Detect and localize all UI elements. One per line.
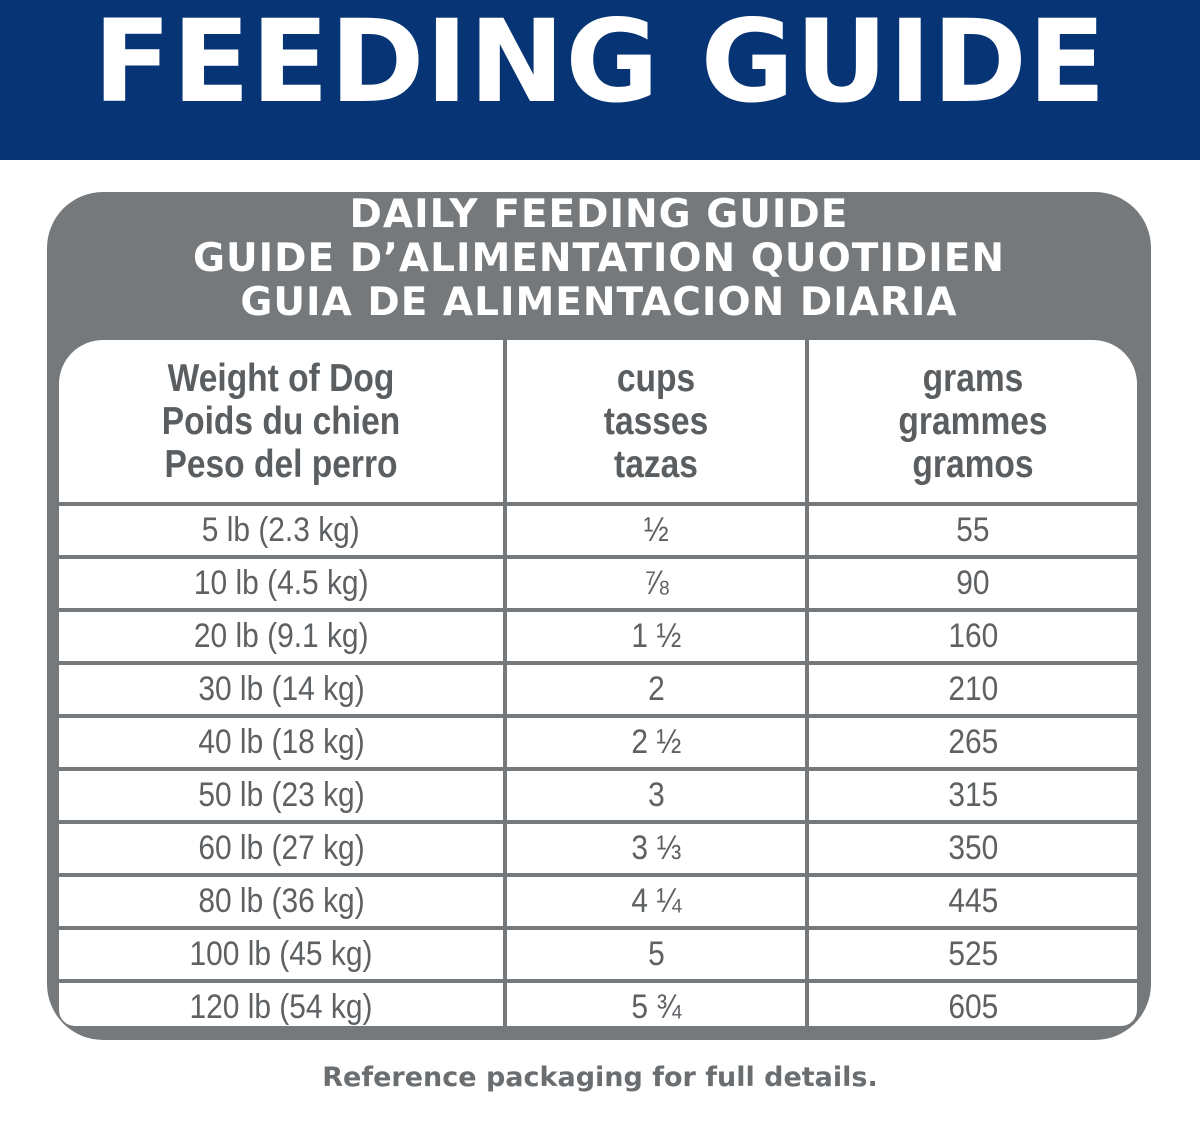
header-cups: cups tasses tazas: [507, 340, 805, 502]
cups-value: 3: [647, 776, 665, 814]
weight-value: 30 lb (14 kg): [197, 670, 365, 708]
cell-weight: 20 lb (9.1 kg): [59, 612, 503, 661]
table-row: 5 lb (2.3 kg) ½ 55: [59, 506, 1137, 555]
grams-value: 55: [956, 511, 990, 549]
table-row: 30 lb (14 kg) 2 210: [59, 665, 1137, 714]
header-weight-en: Weight of Dog: [167, 356, 395, 400]
cell-weight: 60 lb (27 kg): [59, 824, 503, 873]
cell-cups: ½: [507, 506, 805, 555]
cell-cups: 1 ½: [507, 612, 805, 661]
cell-weight: 30 lb (14 kg): [59, 665, 503, 714]
cell-weight: 5 lb (2.3 kg): [59, 506, 503, 555]
weight-value: 50 lb (23 kg): [197, 776, 365, 814]
grams-value: 265: [948, 723, 998, 761]
table-row: 20 lb (9.1 kg) 1 ½ 160: [59, 612, 1137, 661]
cups-value: ⅞: [643, 564, 669, 602]
grams-value: 350: [948, 829, 998, 867]
weight-value: 100 lb (45 kg): [189, 935, 373, 973]
weight-value: 60 lb (27 kg): [197, 829, 365, 867]
cups-value: 1 ½: [631, 617, 681, 655]
cups-value: ½: [643, 511, 669, 549]
header-weight-es: Peso del perro: [164, 442, 398, 486]
title-banner: FEEDING GUIDE: [0, 0, 1200, 160]
table-row: 120 lb (54 kg) 5 ¾ 605: [59, 983, 1137, 1026]
heading-spanish: GUIA DE ALIMENTACION DIARIA: [240, 280, 958, 325]
header-cups-es: tazas: [614, 442, 698, 486]
table-row: 10 lb (4.5 kg) ⅞ 90: [59, 559, 1137, 608]
cups-value: 2 ½: [631, 723, 681, 761]
heading-english: DAILY FEEDING GUIDE: [349, 192, 849, 237]
cell-cups: 3: [507, 771, 805, 820]
cell-grams: 525: [809, 930, 1137, 979]
cell-weight: 10 lb (4.5 kg): [59, 559, 503, 608]
cell-grams: 210: [809, 665, 1137, 714]
page-title: FEEDING GUIDE: [93, 0, 1107, 128]
header-grams-fr: grammes: [898, 399, 1048, 443]
cell-cups: 4 ¼: [507, 877, 805, 926]
grams-value: 210: [948, 670, 998, 708]
grams-value: 315: [948, 776, 998, 814]
cell-grams: 90: [809, 559, 1137, 608]
weight-value: 5 lb (2.3 kg): [202, 511, 360, 549]
weight-value: 10 lb (4.5 kg): [193, 564, 369, 602]
weight-value: 80 lb (36 kg): [197, 882, 365, 920]
cell-grams: 605: [809, 983, 1137, 1026]
table-row: 60 lb (27 kg) 3 ⅓ 350: [59, 824, 1137, 873]
grams-value: 160: [948, 617, 998, 655]
heading-french: GUIDE D’ALIMENTATION QUOTIDIEN: [192, 236, 1006, 281]
cups-value: 2: [647, 670, 665, 708]
table-row: 100 lb (45 kg) 5 525: [59, 930, 1137, 979]
header-cups-fr: tasses: [603, 399, 709, 443]
weight-value: 20 lb (9.1 kg): [193, 617, 369, 655]
cell-cups: 3 ⅓: [507, 824, 805, 873]
cell-grams: 265: [809, 718, 1137, 767]
table-row: 50 lb (23 kg) 3 315: [59, 771, 1137, 820]
header-cups-en: cups: [616, 356, 696, 400]
cell-weight: 100 lb (45 kg): [59, 930, 503, 979]
cell-grams: 350: [809, 824, 1137, 873]
feeding-table: Weight of Dog Poids du chien Peso del pe…: [59, 340, 1137, 1026]
card-heading: DAILY FEEDING GUIDE GUIDE D’ALIMENTATION…: [47, 192, 1151, 341]
cell-cups: 5 ¾: [507, 983, 805, 1026]
cell-cups: 5: [507, 930, 805, 979]
cups-value: 3 ⅓: [631, 829, 681, 867]
cups-value: 5: [647, 935, 665, 973]
cell-grams: 160: [809, 612, 1137, 661]
cups-value: 4 ¼: [631, 882, 681, 920]
header-weight: Weight of Dog Poids du chien Peso del pe…: [59, 340, 503, 502]
cell-weight: 50 lb (23 kg): [59, 771, 503, 820]
cell-weight: 120 lb (54 kg): [59, 983, 503, 1026]
cell-grams: 445: [809, 877, 1137, 926]
cell-grams: 315: [809, 771, 1137, 820]
cell-weight: 40 lb (18 kg): [59, 718, 503, 767]
feeding-guide-card: DAILY FEEDING GUIDE GUIDE D’ALIMENTATION…: [47, 192, 1151, 1040]
cups-value: 5 ¾: [631, 988, 681, 1026]
grams-value: 90: [956, 564, 990, 602]
cell-cups: 2 ½: [507, 718, 805, 767]
footer-note: Reference packaging for full details.: [322, 1062, 878, 1093]
feeding-table-frame: Weight of Dog Poids du chien Peso del pe…: [59, 340, 1137, 1026]
cell-weight: 80 lb (36 kg): [59, 877, 503, 926]
table-row: 40 lb (18 kg) 2 ½ 265: [59, 718, 1137, 767]
header-grams-en: grams: [922, 356, 1024, 400]
table-row: 80 lb (36 kg) 4 ¼ 445: [59, 877, 1137, 926]
header-weight-fr: Poids du chien: [161, 399, 401, 443]
header-grams-es: gramos: [912, 442, 1034, 486]
cell-cups: 2: [507, 665, 805, 714]
cell-grams: 55: [809, 506, 1137, 555]
weight-value: 40 lb (18 kg): [197, 723, 365, 761]
weight-value: 120 lb (54 kg): [189, 988, 373, 1026]
cell-cups: ⅞: [507, 559, 805, 608]
grams-value: 445: [948, 882, 998, 920]
grams-value: 605: [948, 988, 998, 1026]
header-grams: grams grammes gramos: [809, 340, 1137, 502]
grams-value: 525: [948, 935, 998, 973]
table-header-row: Weight of Dog Poids du chien Peso del pe…: [59, 340, 1137, 502]
